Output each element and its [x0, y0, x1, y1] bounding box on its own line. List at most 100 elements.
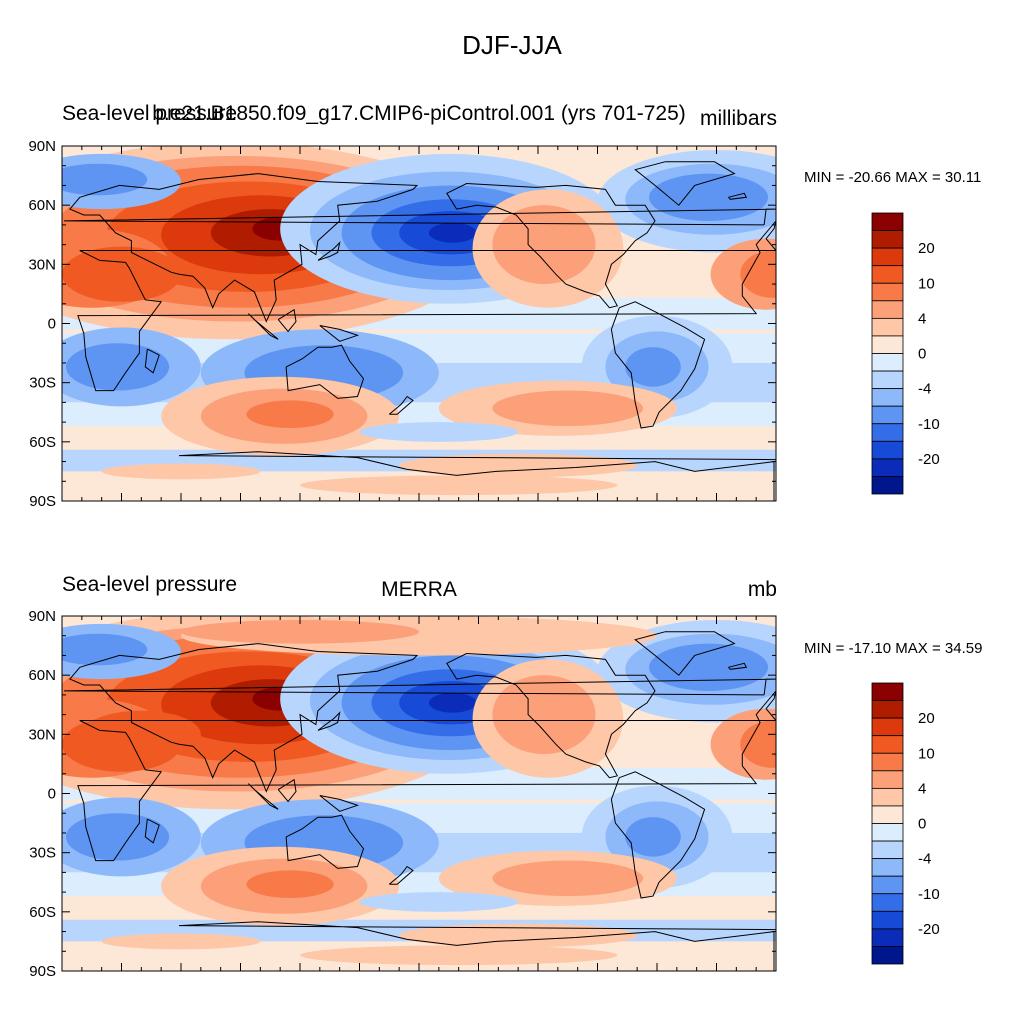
coastline: [178, 451, 776, 501]
lat-tick-label: 60N: [28, 197, 56, 214]
coastline: [610, 301, 706, 429]
pressure-contour: [246, 870, 334, 899]
map-model: 90N60N30N030S60S90S030E60E90E120E150E180…: [28, 138, 940, 510]
coastline: [446, 652, 656, 779]
pressure-field: [62, 146, 776, 501]
pressure-contour: [649, 643, 769, 691]
colorbar-label: -20: [918, 451, 940, 468]
coastline: [277, 778, 297, 803]
colorbar-swatch: [871, 700, 904, 719]
coastline: [634, 631, 736, 676]
coastline: [317, 711, 341, 731]
lat-tick-label: 90N: [28, 608, 56, 625]
coastline: [144, 818, 160, 844]
colorbar-swatch: [871, 858, 904, 877]
coastline: [388, 395, 414, 415]
lat-tick-label: 30N: [28, 256, 56, 273]
colorbar-swatch: [871, 946, 904, 965]
coastline: [285, 814, 365, 869]
colorbar-swatch: [871, 230, 904, 249]
colorbar-label: -10: [918, 416, 940, 433]
pressure-contour: [81, 710, 201, 758]
colorbar-swatch: [871, 875, 904, 895]
colorbar-label: -4: [918, 851, 931, 868]
pressure-contour: [649, 173, 769, 221]
coastline: [77, 690, 776, 862]
coastline: [248, 313, 279, 340]
pressure-contour: [399, 453, 638, 478]
pressure-contour: [300, 475, 618, 496]
colorbar-swatch: [871, 735, 904, 754]
lat-tick-label: 60N: [28, 667, 56, 684]
colorbar-swatch: [871, 752, 904, 772]
map-reanalysis: 90N60N30N030S60S90S030E60E90E120E150E180…: [28, 608, 940, 980]
pressure-contour: [101, 933, 261, 950]
pressure-contour: [399, 923, 638, 948]
colorbar-swatch: [871, 265, 904, 284]
colorbar-label: 10: [918, 275, 935, 292]
colorbar-swatch: [871, 840, 904, 860]
colorbar-swatch: [871, 282, 904, 302]
colorbar-swatch: [871, 893, 904, 912]
colorbar-swatch: [871, 212, 904, 231]
lat-tick-label: 30N: [28, 726, 56, 743]
panel-left-title: Sea-level pressure: [62, 573, 238, 596]
lat-tick-label: 90S: [29, 963, 56, 980]
pressure-contour: [428, 692, 477, 713]
colorbar-swatch: [871, 405, 904, 425]
colorbar: 20 10 4 0 -4 -10 -20: [871, 682, 940, 965]
coastline: [446, 182, 656, 309]
pressure-contour: [740, 250, 776, 298]
minmax-label: MIN = -20.66 MAX = 30.11: [804, 169, 982, 186]
colorbar-swatch: [871, 300, 904, 319]
colorbar-label: 4: [918, 780, 926, 797]
colorbar-swatch: [871, 423, 904, 442]
lat-tick-label: 0: [48, 786, 56, 803]
colorbar-swatch: [871, 682, 904, 701]
coastlines: [63, 161, 776, 501]
pressure-contour: [359, 422, 519, 442]
coastline: [388, 865, 414, 885]
coastline: [69, 173, 419, 323]
pressure-contour: [62, 163, 148, 196]
colorbar-swatch: [871, 787, 904, 807]
pressure-contour: [62, 246, 181, 302]
colorbar-swatch: [871, 440, 904, 460]
coastline: [319, 325, 360, 342]
coastline: [77, 220, 776, 392]
coastline: [63, 678, 776, 696]
colorbar-swatch: [871, 370, 904, 390]
minmax-label: MIN = -17.10 MAX = 34.59: [804, 640, 983, 657]
colorbar-swatch: [871, 476, 904, 495]
colorbar-swatch: [871, 335, 904, 354]
pressure-contour: [492, 390, 644, 427]
colorbar-label: -20: [918, 921, 940, 938]
lat-tick-label: 90S: [29, 493, 56, 510]
coastline: [69, 643, 419, 793]
colorbar-swatch: [871, 353, 904, 372]
colorbar-swatch: [871, 317, 904, 337]
tick-marks: [61, 615, 777, 972]
pressure-contour: [428, 222, 477, 243]
coastline: [728, 662, 748, 670]
colorbar-swatch: [871, 388, 904, 407]
lat-tick-label: 0: [48, 316, 56, 333]
colorbar-label: 20: [918, 710, 935, 727]
coastline: [728, 192, 748, 200]
lat-tick-label: 60S: [29, 434, 56, 451]
colorbar-label: 0: [918, 816, 926, 833]
coastlines: [63, 631, 776, 971]
colorbar-swatch: [871, 805, 904, 824]
pressure-field: [62, 616, 776, 971]
colorbar-swatch: [871, 910, 904, 930]
colorbar-swatch: [871, 717, 904, 737]
panel-units: millibars: [699, 107, 777, 130]
coastline: [63, 208, 776, 226]
pressure-contour: [359, 892, 519, 912]
colorbar-swatch: [871, 823, 904, 842]
colorbar-label: -10: [918, 886, 940, 903]
colorbar-label: 20: [918, 240, 935, 257]
pressure-contour: [65, 343, 170, 391]
colorbar-label: 4: [918, 310, 926, 327]
lat-tick-label: 30S: [29, 845, 56, 862]
